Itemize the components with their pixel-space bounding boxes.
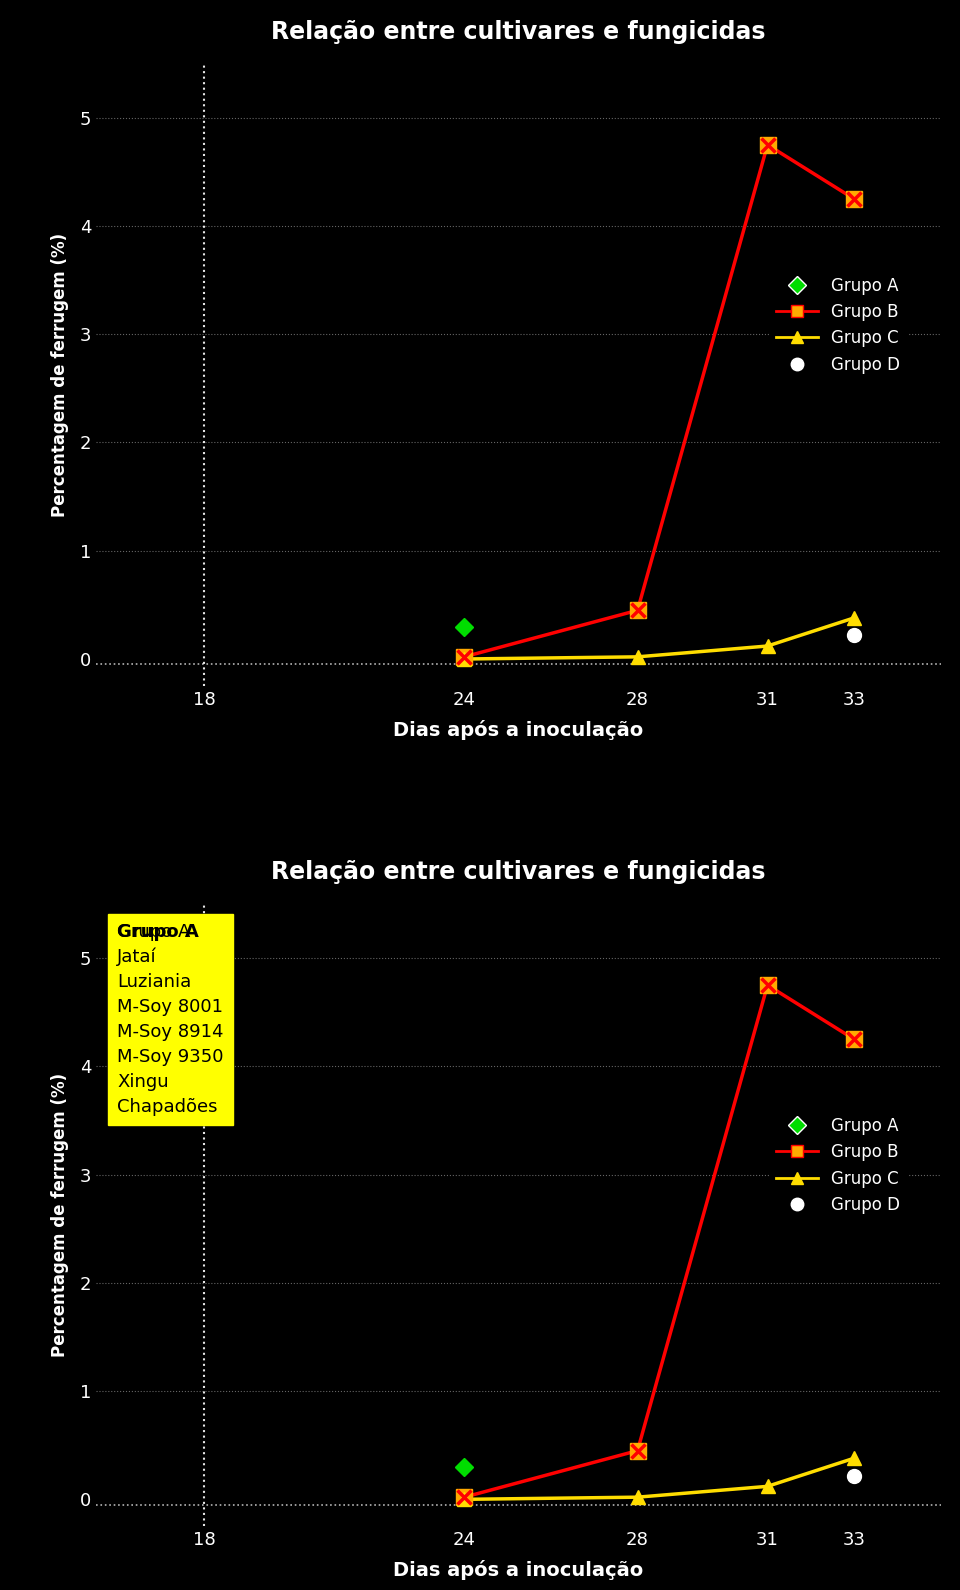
Y-axis label: Percentagem de ferrugem (%): Percentagem de ferrugem (%)	[51, 1073, 68, 1358]
Y-axis label: Percentagem de ferrugem (%): Percentagem de ferrugem (%)	[51, 232, 68, 517]
Text: Grupo A
Jataí
Luziania
M-Soy 8001
M-Soy 8914
M-Soy 9350
Xingu
Chapadões: Grupo A Jataí Luziania M-Soy 8001 M-Soy …	[117, 922, 224, 1116]
Title: Relação entre cultivares e fungicidas: Relação entre cultivares e fungicidas	[271, 19, 766, 43]
Legend: Grupo A, Grupo B, Grupo C, Grupo D: Grupo A, Grupo B, Grupo C, Grupo D	[770, 270, 907, 380]
Text: Grupo A: Grupo A	[117, 922, 199, 941]
Legend: Grupo A, Grupo B, Grupo C, Grupo D: Grupo A, Grupo B, Grupo C, Grupo D	[770, 1110, 907, 1221]
X-axis label: Dias após a inoculação: Dias após a inoculação	[394, 720, 643, 739]
X-axis label: Dias após a inoculação: Dias após a inoculação	[394, 1560, 643, 1580]
Title: Relação entre cultivares e fungicidas: Relação entre cultivares e fungicidas	[271, 860, 766, 884]
